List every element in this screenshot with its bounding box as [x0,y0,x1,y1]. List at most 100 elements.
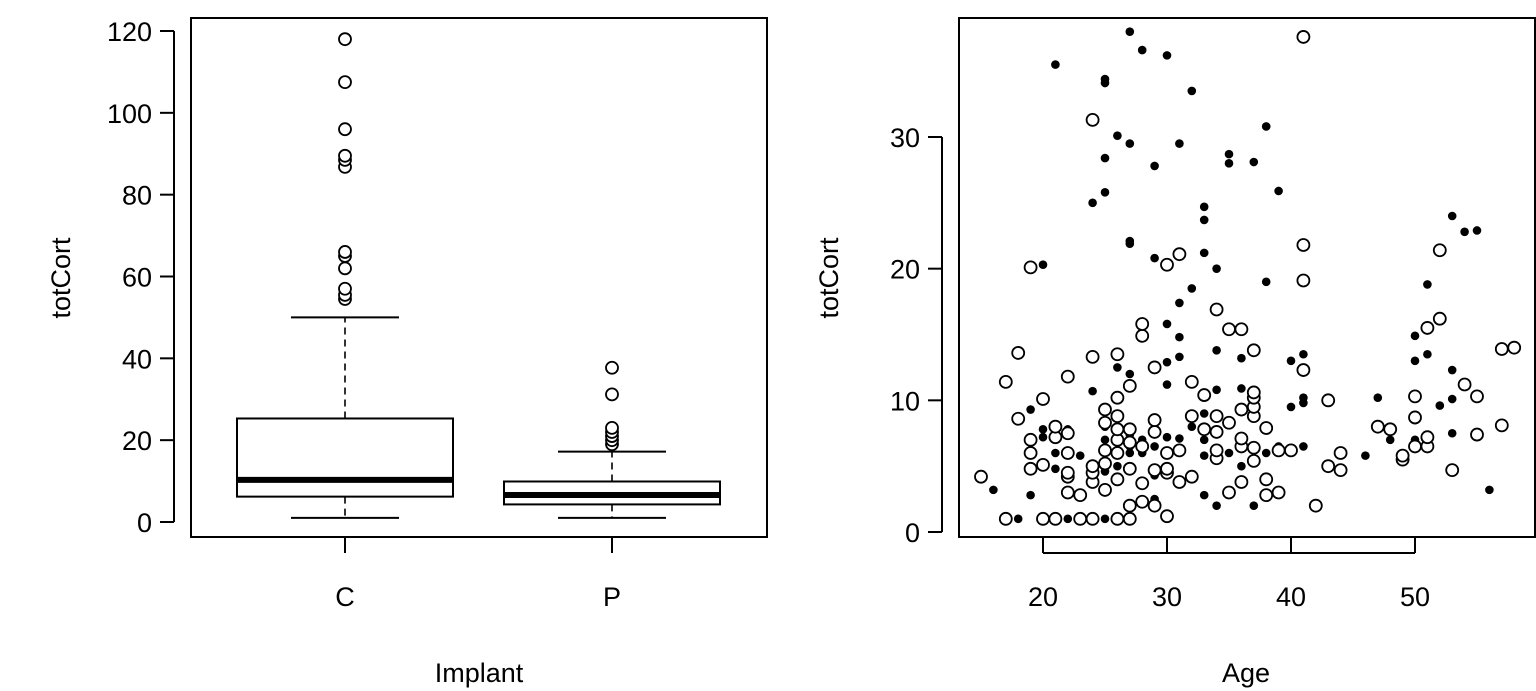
scatter-point-open [1085,459,1100,474]
scatter-point-open [1122,498,1137,513]
scatter-x-axis-label: Age [1222,658,1270,688]
scatter-point-filled [1038,432,1048,442]
scatter-point-open [1432,311,1447,326]
scatter-point-filled [1175,434,1184,443]
scatter-point-open [1110,347,1125,362]
scatter-point-filled [1485,485,1494,495]
scatter-point-open [1408,439,1422,454]
scatter-point-open [1420,430,1435,445]
scatter-point-filled [1150,442,1159,451]
boxplot-y-tick-label: 0 [137,508,152,538]
scatter-point-open [1246,440,1261,455]
scatter-point-open [1122,435,1137,450]
scatter-point-open [1048,419,1063,434]
scatter-point-open [1246,385,1261,400]
box-outlier-point [605,420,619,435]
scatter-point-filled [1237,461,1246,471]
scatter-point-open [1122,422,1137,437]
scatter-point-filled [1274,186,1283,196]
scatter-point-open [1259,421,1274,435]
scatter-point-open [1060,446,1075,460]
scatter-point-open [1060,465,1075,480]
scatter-point-open [1308,498,1323,513]
scatter-point-filled [1113,363,1122,372]
scatter-point-filled [1175,298,1184,308]
scatter-point-open [1296,238,1311,252]
scatter-y-tick-label: 10 [890,386,920,416]
boxplot-y-axis-label: totCort [46,237,76,319]
boxplot-y-tick-label: 80 [122,181,152,211]
scatter-point-open [1098,443,1112,458]
scatter-point-open [1184,469,1199,484]
box-outlier-point [605,387,619,402]
scatter-point-open [1085,349,1100,364]
scatter-point-filled [1100,435,1110,445]
scatter-y-axis-label: totCort [814,237,844,319]
box-outlier-point [605,360,619,375]
box-C [236,32,454,519]
scatter-point-open [1234,431,1249,446]
scatter-point-filled [1212,346,1221,355]
boxplot-y-tick-label: 60 [122,263,152,293]
box-outlier-point [338,75,352,90]
scatter-point-filled [1013,514,1023,524]
scatter-point-open [1110,390,1125,405]
scatter-point-open [1234,402,1249,417]
scatter-x-tick-label: 30 [1152,582,1182,612]
scatter-panel: 0 10 20 30 20 30 40 50 Age totCort [814,17,1536,688]
scatter-point-filled [1162,357,1172,367]
scatter-point-open [1222,415,1236,430]
scatter-point-filled [1212,385,1221,395]
scatter-point-filled [1447,365,1457,375]
scatter-point-filled [1075,451,1085,460]
scatter-point-filled [1447,211,1457,221]
scatter-point-open [1445,463,1460,478]
scatter-point-filled [1237,384,1246,393]
scatter-point-open [1098,415,1112,430]
scatter-point-open [1098,482,1112,497]
scatter-point-filled [1385,435,1395,445]
scatter-point-filled [1299,349,1308,359]
scatter-point-open [1271,443,1286,458]
scatter-point-filled [1472,226,1482,235]
scatter-point-filled [1150,253,1159,263]
boxplot-plot-frame [190,17,768,538]
scatter-point-open [1110,446,1125,460]
scatter-point-filled [1137,45,1147,55]
scatter-point-filled [1286,356,1296,366]
scatter-point-open [1222,322,1236,337]
scatter-point-open [1209,425,1224,439]
scatter-point-open [1023,432,1038,447]
scatter-point-open [1383,422,1398,437]
scatter-point-open [1023,260,1038,275]
scatter-point-open [1246,343,1261,358]
scatter-point-open [1197,422,1212,437]
scatter-x-tick-label: 50 [1400,582,1430,612]
scatter-point-filled [1212,264,1221,273]
scatter-point-open [1060,369,1075,384]
scatter-point-open [1147,425,1162,439]
scatter-point-open [1494,418,1509,433]
scatter-x-axis: 20 30 40 50 [1028,537,1430,612]
scatter-point-open [1147,360,1162,375]
scatter-point-open [1048,511,1063,526]
scatter-point-open [1408,389,1422,404]
scatter-point-open [1160,257,1174,272]
scatter-point-open [1036,457,1050,472]
scatter-point-filled [1088,386,1097,396]
scatter-point-filled [1113,131,1122,140]
scatter-point-open [1060,485,1075,500]
scatter-point-filled [1212,501,1221,510]
scatter-point-open [1147,463,1162,478]
scatter-point-open [1246,453,1261,468]
scatter-point-filled [1162,51,1172,60]
scatter-point-filled [1249,157,1259,167]
scatter-point-open [1209,443,1224,458]
scatter-point-open [1284,443,1298,458]
scatter-point-open [1085,511,1100,526]
scatter-point-filled [1361,451,1370,460]
scatter-point-filled [1224,448,1234,458]
scatter-point-filled [1063,514,1073,524]
